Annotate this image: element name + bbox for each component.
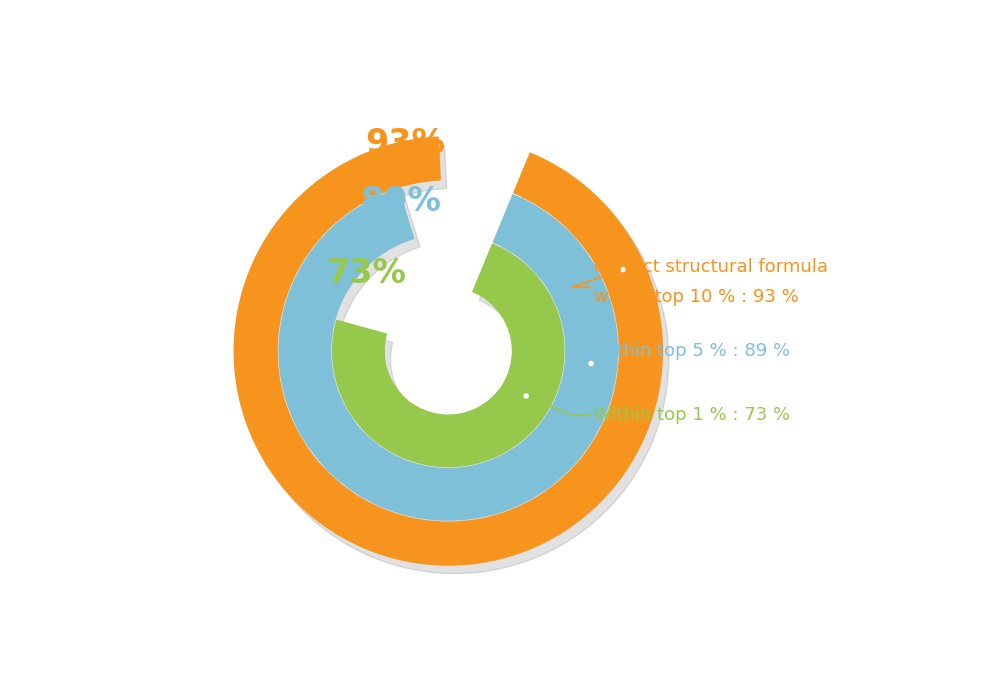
- Text: within top 10 % : 93 %: within top 10 % : 93 %: [594, 288, 799, 306]
- Text: 93%: 93%: [366, 126, 445, 160]
- Text: 73%: 73%: [327, 257, 407, 291]
- Wedge shape: [241, 146, 669, 573]
- Text: Within top 1 % : 73 %: Within top 1 % : 73 %: [594, 406, 790, 424]
- Text: Within top 5 % : 89 %: Within top 5 % : 89 %: [594, 342, 790, 360]
- Wedge shape: [234, 137, 662, 565]
- Text: 89%: 89%: [361, 185, 441, 218]
- Wedge shape: [279, 189, 617, 520]
- Wedge shape: [333, 244, 564, 466]
- Wedge shape: [286, 198, 624, 529]
- Circle shape: [522, 392, 530, 400]
- Wedge shape: [339, 253, 570, 475]
- Text: Correct structural formula: Correct structural formula: [594, 259, 828, 277]
- Circle shape: [587, 359, 595, 368]
- Circle shape: [619, 265, 627, 273]
